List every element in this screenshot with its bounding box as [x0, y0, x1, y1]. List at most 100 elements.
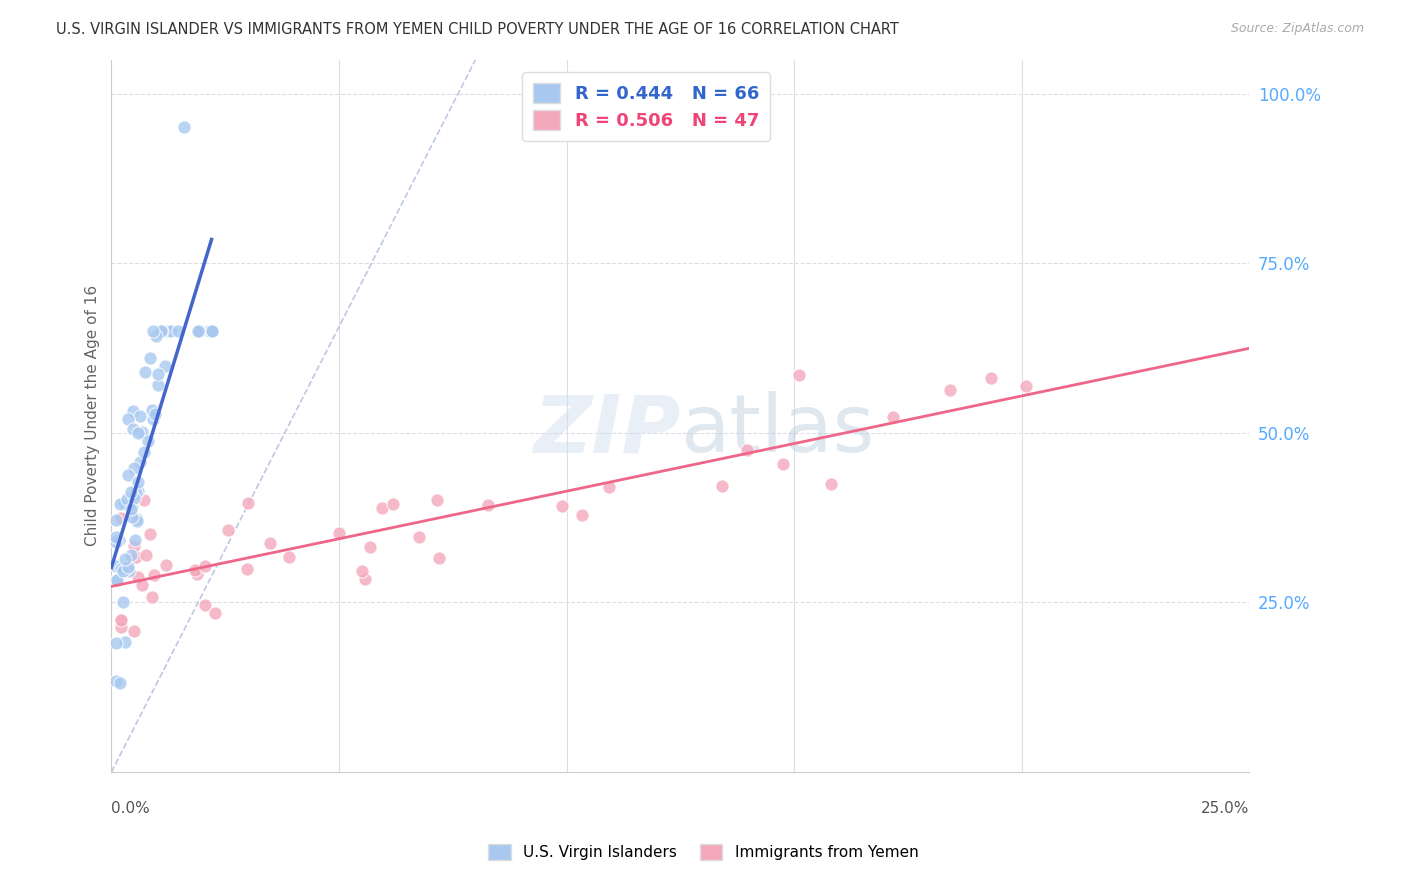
Point	[787, 368, 810, 382]
Point	[143, 407, 166, 421]
Point	[735, 442, 758, 457]
Point	[259, 536, 281, 550]
Point	[426, 493, 449, 508]
Point	[427, 550, 450, 565]
Point	[328, 526, 350, 541]
Point	[194, 598, 217, 612]
Point	[408, 530, 430, 544]
Point	[149, 324, 172, 338]
Point	[598, 480, 620, 494]
Point	[121, 510, 143, 524]
Point	[882, 409, 904, 424]
Point	[136, 434, 159, 448]
Point	[173, 120, 195, 135]
Point	[127, 475, 149, 489]
Point	[110, 511, 132, 525]
Point	[108, 676, 131, 690]
Point	[117, 491, 139, 506]
Point	[772, 457, 794, 471]
Point	[145, 328, 167, 343]
Point	[194, 559, 217, 574]
Point	[153, 359, 176, 373]
Text: Source: ZipAtlas.com: Source: ZipAtlas.com	[1230, 22, 1364, 36]
Legend: U.S. Virgin Islanders, Immigrants from Yemen: U.S. Virgin Islanders, Immigrants from Y…	[481, 838, 925, 866]
Point	[124, 533, 146, 548]
Text: U.S. VIRGIN ISLANDER VS IMMIGRANTS FROM YEMEN CHILD POVERTY UNDER THE AGE OF 16 : U.S. VIRGIN ISLANDER VS IMMIGRANTS FROM …	[56, 22, 898, 37]
Point	[125, 550, 148, 565]
Point	[125, 486, 148, 500]
Point	[135, 548, 157, 562]
Point	[155, 558, 177, 573]
Point	[105, 573, 128, 587]
Point	[114, 634, 136, 648]
Point	[110, 620, 132, 634]
Point	[550, 500, 572, 514]
Point	[938, 383, 960, 397]
Point	[131, 425, 153, 439]
Point	[114, 551, 136, 566]
Point	[142, 324, 165, 338]
Point	[204, 606, 226, 620]
Text: ZIP: ZIP	[533, 391, 681, 469]
Point	[187, 324, 209, 338]
Point	[141, 403, 163, 417]
Point	[141, 591, 163, 605]
Point	[139, 351, 162, 365]
Y-axis label: Child Poverty Under the Age of 16: Child Poverty Under the Age of 16	[86, 285, 100, 547]
Point	[186, 566, 208, 581]
Point	[104, 673, 127, 688]
Point	[118, 564, 141, 578]
Point	[371, 501, 394, 516]
Point	[820, 477, 842, 491]
Point	[111, 595, 134, 609]
Point	[132, 445, 155, 459]
Legend: R = 0.444   N = 66, R = 0.506   N = 47: R = 0.444 N = 66, R = 0.506 N = 47	[523, 72, 770, 141]
Point	[108, 497, 131, 511]
Point	[1015, 379, 1038, 393]
Point	[117, 412, 139, 426]
Point	[120, 548, 142, 562]
Point	[217, 523, 239, 537]
Point	[112, 564, 135, 578]
Point	[381, 497, 404, 511]
Point	[128, 455, 150, 469]
Point	[236, 562, 259, 576]
Point	[122, 539, 145, 553]
Point	[104, 512, 127, 526]
Point	[107, 533, 129, 548]
Point	[198, 324, 221, 338]
Point	[150, 324, 173, 338]
Point	[117, 467, 139, 482]
Text: atlas: atlas	[681, 391, 875, 469]
Point	[125, 512, 148, 526]
Point	[104, 573, 127, 587]
Point	[353, 573, 375, 587]
Point	[477, 498, 499, 512]
Point	[139, 527, 162, 541]
Point	[122, 491, 145, 505]
Point	[127, 484, 149, 499]
Point	[122, 421, 145, 435]
Point	[200, 324, 222, 338]
Point	[352, 564, 374, 578]
Point	[127, 570, 149, 584]
Point	[200, 324, 222, 338]
Point	[127, 425, 149, 440]
Point	[117, 560, 139, 574]
Point	[104, 635, 127, 649]
Point	[200, 324, 222, 338]
Point	[110, 561, 132, 575]
Point	[980, 371, 1002, 385]
Point	[125, 514, 148, 528]
Point	[142, 568, 165, 582]
Point	[238, 496, 260, 510]
Point	[187, 324, 209, 338]
Point	[146, 367, 169, 381]
Point	[104, 558, 127, 573]
Point	[184, 563, 207, 577]
Point	[187, 324, 209, 338]
Point	[710, 479, 733, 493]
Point	[132, 492, 155, 507]
Point	[129, 409, 152, 423]
Point	[571, 508, 593, 522]
